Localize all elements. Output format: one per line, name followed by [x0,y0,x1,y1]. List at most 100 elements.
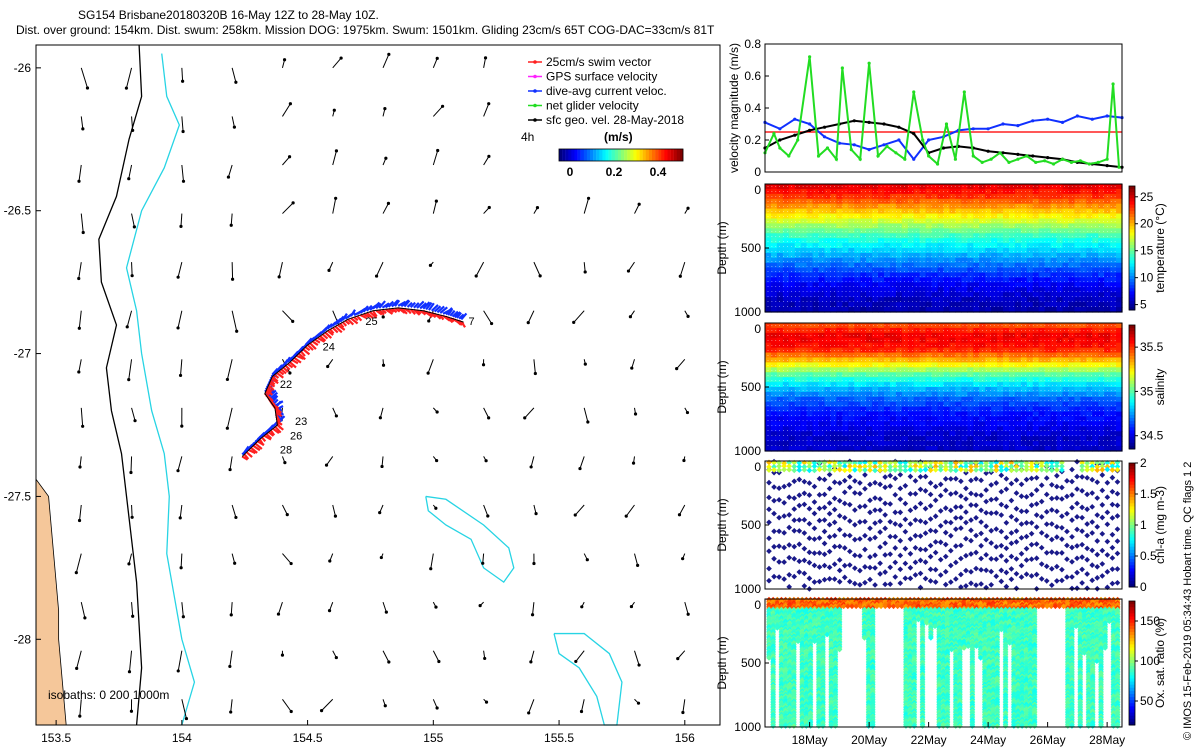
velocity-arrow-head [686,314,690,318]
salinity-cell [848,382,855,388]
temperature-cell [955,257,962,264]
temperature-cell [913,267,921,274]
chl-point [877,496,883,502]
chl-point [1054,463,1060,469]
salinity-cell [1038,327,1046,334]
salinity-cell [1038,421,1046,427]
salinity-cell [991,391,998,398]
velocity-arrow-head [234,80,238,84]
temperature-cell [949,228,956,234]
salinity-cell [806,446,814,452]
temperature-ytick-label: 0 [754,183,761,197]
salinity-cell [776,441,784,447]
salinity-cell [818,367,826,373]
temperature-cell [806,213,814,220]
velocity-arrow-head [478,603,482,608]
salinity-cell [949,327,956,334]
velocity-arrow [475,261,485,277]
temperature-cell [1008,193,1016,200]
temperature-cell [1098,188,1105,195]
chl-point [887,467,894,474]
salinity-cell [901,352,909,359]
salinity-cell [854,391,861,398]
swim-vector [258,438,265,446]
temperature-cell [925,223,933,229]
salinity-cell [985,352,992,359]
temperature-cell [967,277,974,284]
salinity-cell [1003,352,1010,359]
temperature-cell [919,297,927,303]
salinity-cell [1056,372,1064,378]
temperature-cell [1044,282,1052,288]
temperature-cell [866,297,873,303]
temperature-cell [961,213,968,220]
chl-point [1109,488,1116,495]
temperature-cell [1104,307,1111,313]
temperature-cell [866,243,873,249]
chl-point [897,509,904,516]
chl-point [852,536,858,543]
salinity-cell [806,436,814,442]
chl-point [821,504,828,511]
salinity-cell [1026,357,1034,363]
legend-swatch-dot [533,118,537,122]
salinity-cell [1044,342,1052,349]
salinity-cell [997,323,1004,329]
temperature-cell [812,292,820,298]
salinity-cell [1116,416,1123,423]
salinity-cell [1062,347,1070,354]
temperature-cell [788,262,796,269]
temperature-cell [1050,262,1058,269]
temperature-cell [973,272,980,279]
chl-point [932,463,939,470]
chl-point [1059,536,1065,543]
salinity-cell [1032,367,1040,373]
salinity-cell [967,372,974,378]
temperature-cell [788,287,796,293]
salinity-cell [872,436,879,442]
chl-point [1104,538,1111,545]
temperature-cell [765,302,772,308]
temperature-cell [782,252,790,259]
temperature-cell [1020,302,1028,308]
chl-point [1054,472,1060,479]
salinity-cell [1104,387,1111,393]
chl-point [1023,460,1030,466]
chl-point [872,495,878,501]
temperature-cell [895,297,903,303]
temperature-cell [830,213,837,220]
salinity-cell [1062,372,1070,378]
velocity-arrow [80,67,88,89]
salinity-cell [794,357,802,363]
chl-point [963,460,969,467]
salinity-cell [1014,382,1022,388]
salinity-cell [878,431,885,437]
salinity-cell [1032,362,1040,368]
salinity-cell [812,391,820,398]
salinity-cell [931,436,939,442]
salinity-cell [1074,396,1081,403]
velocity-arrow [177,262,183,278]
salinity-cell [1038,352,1046,359]
temperature-cell [1116,307,1123,313]
velocity-arrow-head [686,612,690,616]
temperature-cell [985,248,992,254]
velocity-arrow-head [383,107,387,111]
temperature-cell [973,188,980,195]
temperature-cell [1104,248,1111,254]
temperature-cell [1116,238,1123,244]
salinity-cell [973,406,980,413]
temperature-cell [907,282,915,288]
salinity-cell [907,362,915,368]
salinity-cell [973,436,980,442]
temperature-cell [1068,302,1075,308]
temperature-cell [1003,243,1010,249]
temperature-cell [943,223,951,229]
chl-point [1084,506,1090,513]
temperature-cell [991,238,998,244]
swim-vector [291,359,299,365]
salinity-cell [949,411,956,418]
temperature-cell [878,297,885,303]
salinity-cell [1062,441,1070,447]
salinity-cell [1008,337,1016,344]
